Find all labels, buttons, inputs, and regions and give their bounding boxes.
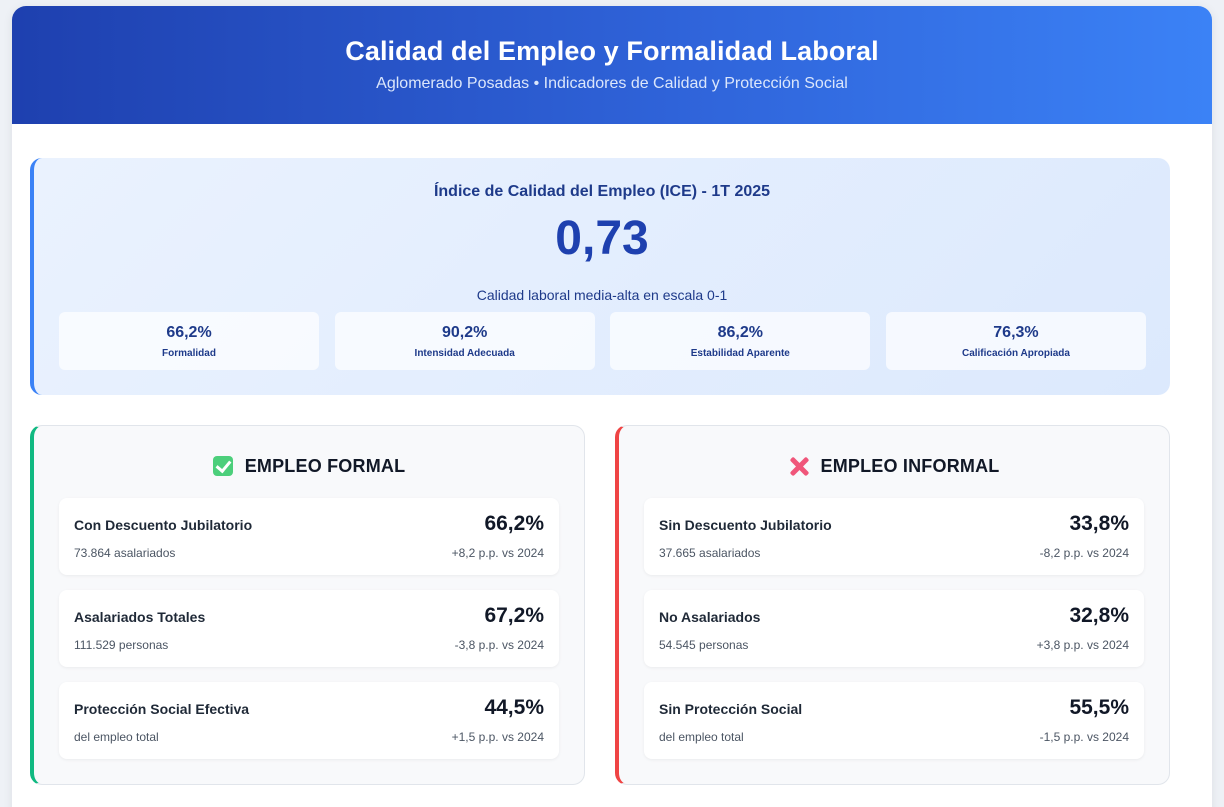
- list-item: Con Descuento Jubilatorio 66,2% 73.864 a…: [59, 498, 559, 575]
- informal-panel-header: EMPLEO INFORMAL: [619, 453, 1169, 479]
- list-item: Sin Protección Social 55,5% del empleo t…: [644, 682, 1144, 759]
- formal-panel-title: EMPLEO FORMAL: [244, 455, 406, 476]
- item-sub: 73.864 asalariados: [74, 546, 176, 560]
- list-item: Sin Descuento Jubilatorio 33,8% 37.665 a…: [644, 498, 1144, 575]
- metric-value: 90,2%: [441, 324, 488, 341]
- cross-icon: [789, 456, 809, 476]
- list-item: No Asalariados 32,8% 54.545 personas +3,…: [644, 590, 1144, 667]
- ice-summary-card: Índice de Calidad del Empleo (ICE) - 1T …: [30, 158, 1170, 395]
- item-change: +8,2 p.p. vs 2024: [451, 546, 544, 560]
- ice-title: Índice de Calidad del Empleo (ICE) - 1T …: [433, 183, 771, 200]
- metric-label: Intensidad Adecuada: [414, 348, 515, 359]
- item-value: 44,5%: [484, 696, 544, 719]
- item-sub: del empleo total: [74, 730, 159, 744]
- ice-metrics: 66,2% Formalidad 90,2% Intensidad Adecua…: [59, 312, 1146, 370]
- item-change: -1,5 p.p. vs 2024: [1039, 730, 1129, 744]
- list-item: Protección Social Efectiva 44,5% del emp…: [59, 682, 559, 759]
- metric-estabilidad: 86,2% Estabilidad Aparente: [610, 312, 871, 370]
- ice-value: 0,73: [555, 212, 649, 265]
- item-name: Asalariados Totales: [74, 609, 206, 625]
- item-value: 32,8%: [1069, 604, 1129, 627]
- list-item: Asalariados Totales 67,2% 111.529 person…: [59, 590, 559, 667]
- item-value: 33,8%: [1069, 512, 1129, 535]
- formal-panel-header: EMPLEO FORMAL: [34, 453, 584, 479]
- informal-panel-title: EMPLEO INFORMAL: [820, 455, 1000, 476]
- informal-employment-panel: EMPLEO INFORMAL Sin Descuento Jubilatori…: [615, 425, 1170, 785]
- item-value: 55,5%: [1069, 696, 1129, 719]
- metric-formalidad: 66,2% Formalidad: [59, 312, 319, 370]
- item-sub: 37.665 asalariados: [659, 546, 761, 560]
- item-name: Protección Social Efectiva: [74, 701, 250, 717]
- item-change: -3,8 p.p. vs 2024: [454, 638, 544, 652]
- item-name: Con Descuento Jubilatorio: [74, 517, 253, 533]
- metric-intensidad: 90,2% Intensidad Adecuada: [334, 312, 595, 370]
- metric-label: Estabilidad Aparente: [690, 348, 790, 359]
- item-value: 66,2%: [484, 512, 544, 535]
- metric-value: 86,2%: [717, 324, 763, 341]
- item-sub: 54.545 personas: [659, 638, 749, 652]
- item-sub: del empleo total: [659, 730, 744, 744]
- item-name: Sin Protección Social: [659, 701, 803, 717]
- item-change: +1,5 p.p. vs 2024: [451, 730, 544, 744]
- formal-employment-panel: EMPLEO FORMAL Con Descuento Jubilatorio …: [30, 425, 585, 785]
- ice-description: Calidad laboral media-alta en escala 0-1: [476, 287, 728, 303]
- metric-calificacion: 76,3% Calificación Apropiada: [885, 312, 1146, 370]
- metric-value: 66,2%: [166, 324, 212, 341]
- informal-items: Sin Descuento Jubilatorio 33,8% 37.665 a…: [644, 498, 1144, 774]
- item-change: -8,2 p.p. vs 2024: [1039, 546, 1129, 560]
- item-value: 67,2%: [484, 604, 544, 627]
- formal-items: Con Descuento Jubilatorio 66,2% 73.864 a…: [59, 498, 559, 774]
- metric-label: Calificación Apropiada: [961, 348, 1070, 359]
- page-title: Calidad del Empleo y Formalidad Laboral: [345, 36, 879, 66]
- item-change: +3,8 p.p. vs 2024: [1036, 638, 1129, 652]
- metric-value: 76,3%: [993, 324, 1039, 341]
- header: Calidad del Empleo y Formalidad Laboral …: [12, 6, 1212, 124]
- page-subtitle: Aglomerado Posadas • Indicadores de Cali…: [376, 75, 848, 92]
- metric-label: Formalidad: [162, 348, 216, 359]
- item-name: Sin Descuento Jubilatorio: [659, 517, 832, 533]
- item-sub: 111.529 personas: [74, 638, 169, 652]
- item-name: No Asalariados: [659, 609, 761, 625]
- check-icon: [212, 456, 233, 476]
